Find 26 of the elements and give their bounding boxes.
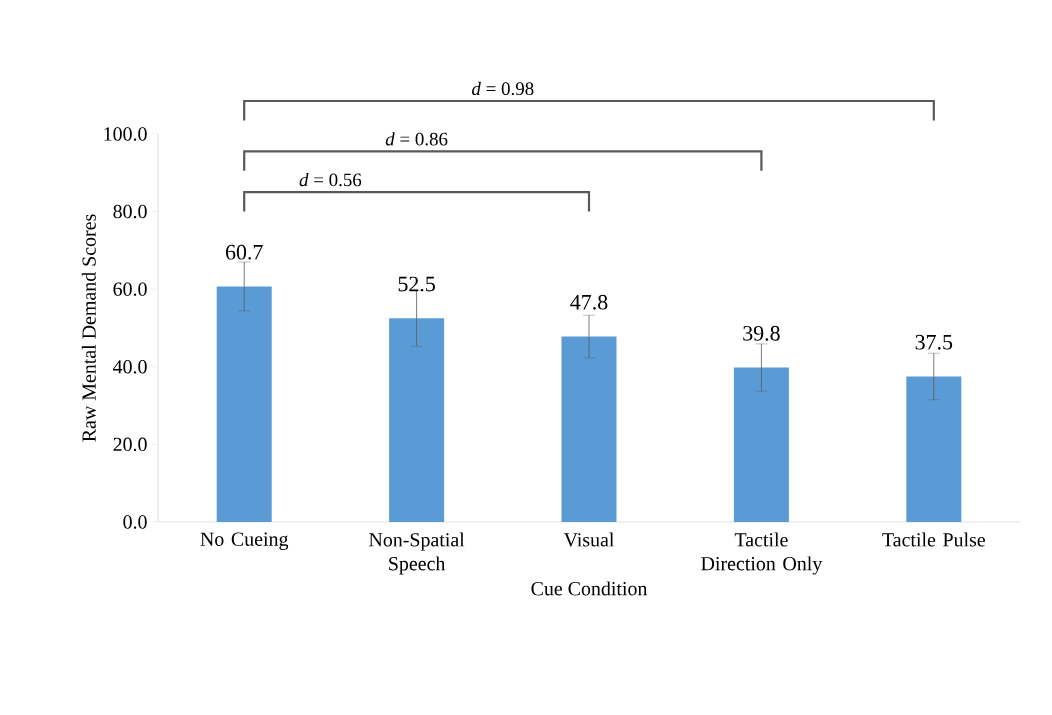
y-tick-label: 60.0 — [113, 282, 147, 296]
y-tick-label: 20.0 — [113, 437, 147, 452]
data-label: 47.8 — [570, 294, 608, 310]
annotation: d = 0.56 — [299, 172, 362, 187]
x-tick-label: Visual — [563, 532, 615, 547]
x-tick-label: Non-Spatial Speech — [369, 532, 465, 575]
bar — [561, 336, 617, 522]
y-tick-label: 0.0 — [123, 515, 147, 529]
y-tick-label: 40.0 — [113, 360, 147, 374]
x-tick-label: Tactile Direction Only — [701, 532, 823, 575]
data-label: 60.7 — [225, 244, 263, 260]
y-tick-label: 100.0 — [104, 127, 147, 141]
bar — [389, 318, 445, 522]
data-label: 52.5 — [398, 276, 435, 292]
x-tick-label: Tactile Pulse — [882, 532, 985, 547]
bar — [216, 286, 272, 522]
x-axis-title: Cue Condition — [531, 581, 648, 596]
data-label: 39.8 — [743, 325, 780, 341]
y-axis-title: Raw Mental Demand Scores — [81, 214, 96, 442]
text: d = 0.98 — [472, 81, 534, 96]
x-tick-label: No Cueing — [200, 532, 289, 550]
y-tick-label: 80.0 — [113, 204, 147, 219]
bar — [733, 367, 789, 522]
data-label: 37.5 — [915, 334, 953, 350]
bar — [906, 376, 962, 522]
annotation: d = 0.86 — [385, 132, 448, 146]
